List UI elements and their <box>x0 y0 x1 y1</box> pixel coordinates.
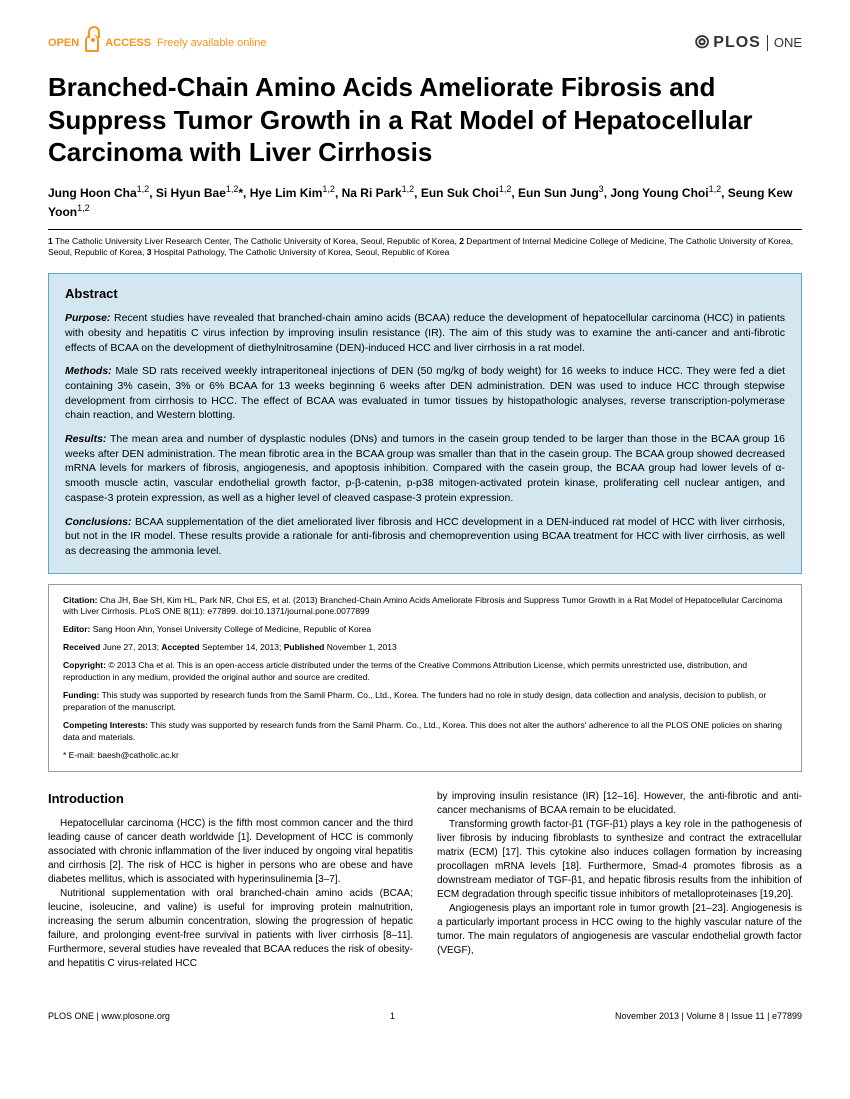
footer-right: November 2013 | Volume 8 | Issue 11 | e7… <box>615 1011 802 1021</box>
footer-page-number: 1 <box>390 1011 395 1021</box>
competing-line: Competing Interests: This study was supp… <box>63 720 787 744</box>
plos-icon: ⦾ <box>695 32 707 53</box>
plos-text: PLOS <box>713 34 761 52</box>
intro-p3: by improving insulin resistance (IR) [12… <box>437 790 802 818</box>
abstract-purpose: Purpose: Recent studies have revealed th… <box>65 311 785 355</box>
logo-divider <box>767 35 768 51</box>
funding-line: Funding: This study was supported by res… <box>63 690 787 714</box>
affiliations: 1 The Catholic University Liver Research… <box>48 236 802 260</box>
abstract-results: Results: The mean area and number of dys… <box>65 432 785 505</box>
access-label: ACCESS <box>105 37 151 49</box>
footer-left: PLOS ONE | www.plosone.org <box>48 1011 170 1021</box>
open-label: OPEN <box>48 37 79 49</box>
abstract-conclusions: Conclusions: BCAA supplementation of the… <box>65 515 785 559</box>
author-divider <box>48 229 802 230</box>
intro-p4: Transforming growth factor-β1 (TGF-β1) p… <box>437 818 802 902</box>
abstract-box: Abstract Purpose: Recent studies have re… <box>48 273 802 573</box>
intro-p5: Angiogenesis plays an important role in … <box>437 902 802 958</box>
intro-p1: Hepatocellular carcinoma (HCC) is the fi… <box>48 817 413 887</box>
copyright-line: Copyright: © 2013 Cha et al. This is an … <box>63 660 787 684</box>
plos-logo: ⦾ PLOS ONE <box>695 32 802 53</box>
body-columns: Introduction Hepatocellular carcinoma (H… <box>48 790 802 970</box>
citation-line: Citation: Cha JH, Bae SH, Kim HL, Park N… <box>63 595 787 619</box>
email-line: * E-mail: baesh@catholic.ac.kr <box>63 750 787 762</box>
meta-box: Citation: Cha JH, Bae SH, Kim HL, Park N… <box>48 584 802 773</box>
intro-p2: Nutritional supplementation with oral br… <box>48 887 413 971</box>
freely-available-label: Freely available online <box>157 37 266 49</box>
introduction-heading: Introduction <box>48 790 413 808</box>
page-header: OPEN ACCESS Freely available online ⦾ PL… <box>48 32 802 53</box>
editor-line: Editor: Sang Hoon Ahn, Yonsei University… <box>63 624 787 636</box>
page-footer: PLOS ONE | www.plosone.org 1 November 20… <box>48 1003 802 1021</box>
abstract-heading: Abstract <box>65 286 785 301</box>
authors-list: Jung Hoon Cha1,2, Si Hyun Bae1,2*, Hye L… <box>48 183 802 221</box>
article-title: Branched-Chain Amino Acids Ameliorate Fi… <box>48 71 802 169</box>
open-access-badge: OPEN ACCESS Freely available online <box>48 34 266 52</box>
dates-line: Received June 27, 2013; Accepted Septemb… <box>63 642 787 654</box>
open-access-icon <box>85 34 99 52</box>
abstract-methods: Methods: Male SD rats received weekly in… <box>65 364 785 423</box>
plos-one-text: ONE <box>774 35 802 50</box>
